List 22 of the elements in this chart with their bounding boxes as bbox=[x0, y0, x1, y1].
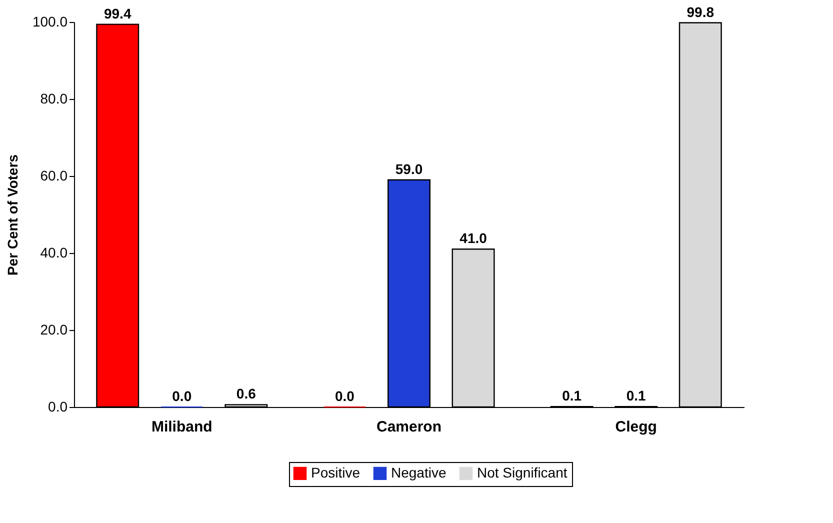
x-tick-label: Clegg bbox=[615, 418, 657, 436]
data-label: 0.6 bbox=[236, 386, 256, 402]
y-tick-label: 60.0 bbox=[40, 168, 68, 184]
data-label: 99.4 bbox=[104, 5, 132, 22]
data-label: 59.0 bbox=[395, 160, 423, 177]
y-tick-label: 100.0 bbox=[32, 14, 68, 30]
y-tick-label: 40.0 bbox=[40, 244, 68, 260]
data-label: 0.1 bbox=[562, 388, 582, 404]
x-tick-label: Miliband bbox=[151, 418, 212, 436]
data-label: 41.0 bbox=[460, 230, 488, 246]
y-tick-label: 0.0 bbox=[48, 398, 68, 414]
y-tick-label: 20.0 bbox=[40, 322, 68, 338]
data-label: 0.0 bbox=[172, 388, 192, 404]
data-label: 0.1 bbox=[626, 388, 646, 404]
legend-label: Positive bbox=[311, 464, 360, 480]
data-label: 99.8 bbox=[686, 4, 714, 20]
legend-label: Not Significant bbox=[477, 464, 568, 480]
y-axis-title: Per Cent of Voters bbox=[4, 154, 20, 276]
x-tick-label: Cameron bbox=[376, 418, 442, 436]
data-label: 0.0 bbox=[334, 388, 355, 404]
legend-label: Negative bbox=[391, 464, 446, 480]
y-tick-label: 80.0 bbox=[40, 90, 68, 106]
